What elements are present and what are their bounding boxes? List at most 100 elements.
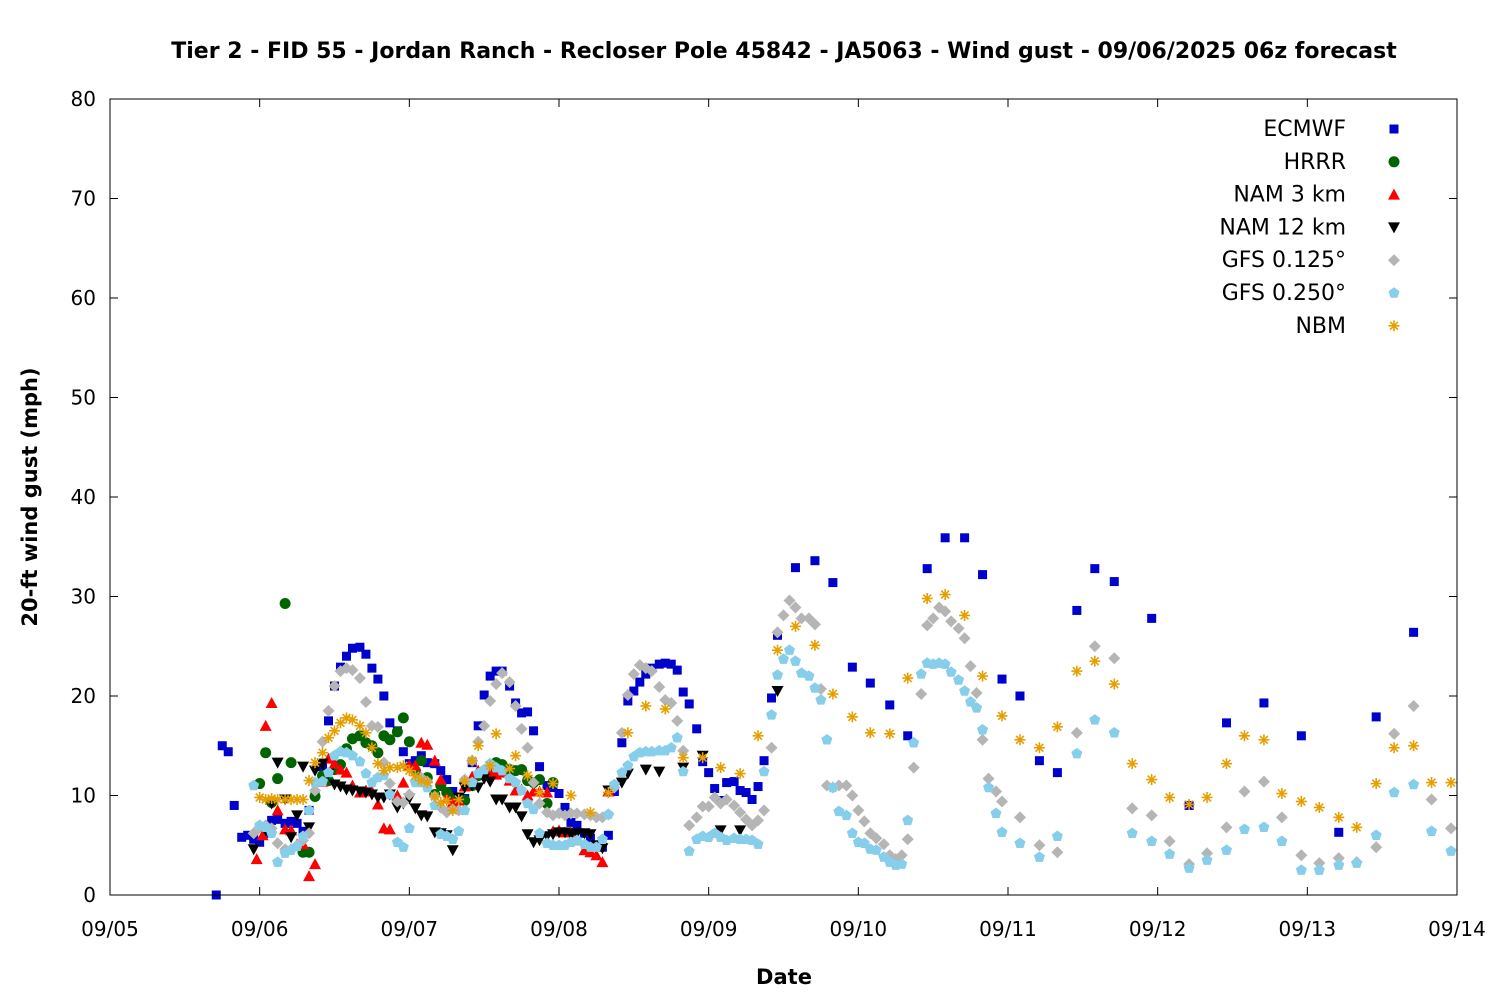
chart-title: Tier 2 - FID 55 - Jordan Ranch - Reclose… [171,39,1397,64]
data-point [398,747,408,757]
data-point [1183,798,1195,810]
data-point [970,687,983,700]
data-point [309,757,321,769]
series-gfs-0-250- [248,644,1457,875]
data-point [945,615,958,628]
data-point [1351,821,1363,833]
data-point [533,835,546,847]
data-point [1051,721,1063,733]
data-point [1409,627,1419,637]
data-point [1238,785,1251,798]
data-point [1051,830,1063,841]
legend-label: NBM [1295,314,1346,339]
data-point [286,816,296,826]
data-point [523,707,533,717]
data-point [815,694,827,705]
data-point [334,717,346,729]
data-point [517,708,527,718]
data-point [1108,727,1120,738]
data-point [1013,811,1026,824]
data-point [795,612,808,625]
data-point [810,556,820,566]
data-point [504,763,516,775]
data-point [528,803,540,815]
data-point [622,759,634,771]
x-tick-label: 09/07 [381,917,439,941]
data-point [752,814,765,827]
data-point [529,726,539,736]
data-point [1238,823,1250,835]
legend-label: NAM 12 km [1219,215,1346,240]
data-point [453,793,465,805]
series-ecmwf [211,533,1419,900]
data-point [459,776,471,788]
data-point [421,738,434,750]
data-point [309,784,322,797]
data-point [790,563,800,573]
data-point [285,832,298,844]
data-point [678,687,688,697]
data-point [789,620,801,632]
data-point [877,838,890,851]
data-point [1296,731,1306,741]
data-point [960,533,970,543]
data-point [683,845,695,856]
data-point [1201,854,1213,865]
data-point [491,666,501,676]
data-point [603,830,613,840]
data-point [509,802,522,814]
data-point [273,814,283,824]
data-point [1388,786,1400,798]
data-point [852,804,865,817]
data-point [346,749,358,761]
data-point [1408,778,1420,790]
data-point [346,664,359,677]
data-point [271,837,284,850]
data-point [596,833,608,844]
data-point [542,781,552,791]
data-point [309,858,322,870]
y-tick-label: 10 [71,784,96,808]
data-point [1370,829,1382,840]
data-point [384,788,396,800]
data-point [1221,758,1233,770]
data-point [409,803,422,815]
data-point [484,694,497,707]
legend-marker [1388,254,1400,267]
data-point [1147,613,1157,623]
y-tick-label: 60 [71,286,96,310]
data-point [479,690,489,700]
data-point [316,758,329,770]
data-point [1014,837,1026,848]
data-point [645,665,658,678]
data-point [1333,859,1345,870]
data-point [1089,655,1101,667]
data-point [1425,793,1438,806]
legend-marker [1388,188,1400,200]
data-point [385,718,395,728]
data-point [728,799,741,812]
data-point [783,644,795,655]
data-point [858,837,870,848]
data-point [361,649,371,659]
data-point [478,719,491,732]
data-point [303,846,315,858]
data-point [397,796,410,809]
data-point [710,784,720,794]
data-point [554,789,564,799]
data-point [766,709,778,720]
x-tick-label: 09/11 [979,917,1037,941]
data-point [248,779,260,791]
legend-label: ECMWF [1263,117,1346,142]
y-tick-label: 20 [71,684,96,708]
data-point [1164,791,1176,803]
data-point [484,776,497,788]
data-point [516,784,528,796]
data-point [772,669,784,680]
data-point [977,724,989,735]
data-point [1163,835,1176,848]
data-point [596,856,609,868]
data-point [629,686,639,696]
data-point [341,651,351,661]
data-point [915,668,927,679]
